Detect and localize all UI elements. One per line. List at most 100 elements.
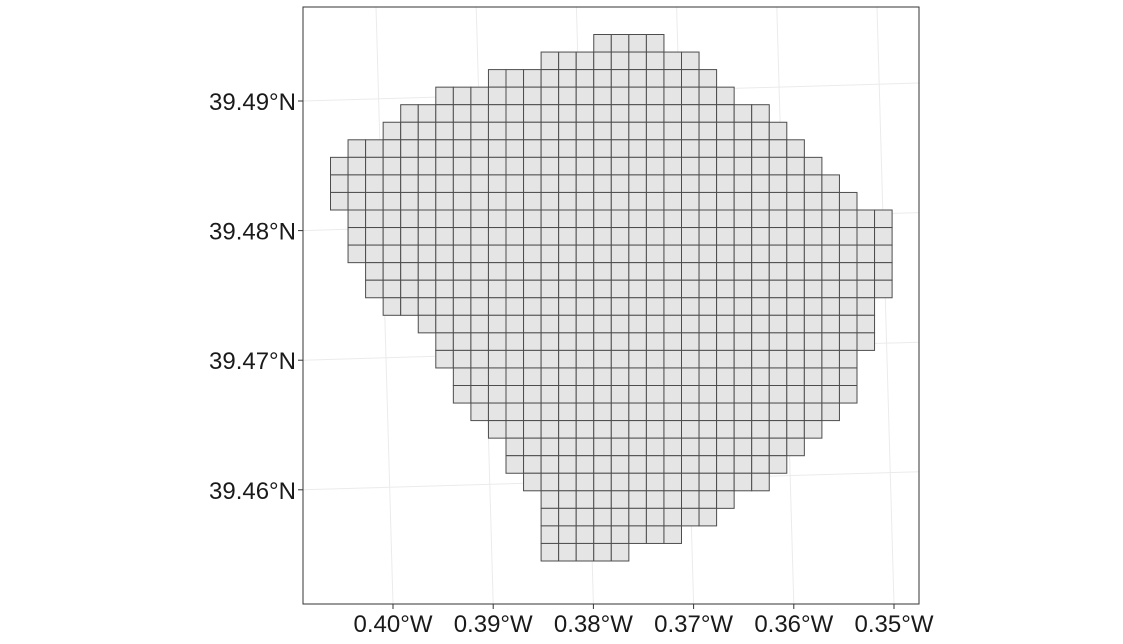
grid-cell — [400, 279, 419, 299]
grid-cell — [645, 69, 665, 88]
grid-cell — [628, 402, 647, 422]
grid-cell — [540, 420, 560, 439]
grid-cell — [645, 297, 665, 316]
grid-cell — [487, 209, 507, 229]
grid-cell — [487, 244, 507, 264]
grid-cell — [733, 262, 753, 281]
grid-cell — [487, 227, 507, 246]
grid-cell — [838, 297, 858, 316]
grid-cell — [751, 385, 770, 404]
grid-cell — [628, 349, 647, 369]
grid-cell — [856, 209, 876, 229]
grid-cell — [645, 227, 665, 246]
grid-cell — [452, 332, 472, 351]
grid-cell — [733, 367, 753, 387]
grid-cell — [681, 314, 700, 334]
grid-cell — [803, 402, 823, 422]
grid-cell — [610, 156, 630, 176]
grid-cell — [645, 51, 665, 71]
grid-cell — [698, 332, 718, 351]
grid-cell — [593, 297, 612, 316]
grid-cell — [470, 156, 489, 176]
grid-cell — [681, 455, 700, 474]
grid-cell — [751, 402, 770, 422]
grid-cell — [768, 209, 788, 229]
grid-cell — [610, 367, 630, 387]
grid-cell — [540, 51, 560, 71]
grid-cell — [610, 332, 630, 351]
grid-cell — [417, 227, 437, 246]
grid-cell — [470, 227, 489, 246]
grid-cell — [347, 209, 367, 229]
grid-cell — [681, 420, 700, 439]
grid-cell — [593, 86, 612, 106]
grid-cell — [645, 174, 665, 193]
grid-cell — [786, 191, 805, 211]
grid-cell — [610, 51, 630, 71]
grid-cell — [821, 367, 840, 387]
grid-cell — [803, 332, 823, 351]
grid-cell — [628, 34, 647, 53]
grid-cell — [681, 121, 700, 141]
grid-cell — [628, 209, 647, 229]
grid-cell — [628, 69, 647, 88]
grid-cell — [768, 332, 788, 351]
grid-cell — [698, 472, 718, 492]
grid-cell — [540, 104, 560, 123]
grid-cell — [575, 314, 595, 334]
grid-cell — [681, 507, 700, 527]
grid-cell — [540, 174, 560, 193]
grid-cell — [751, 314, 770, 334]
grid-cell — [751, 244, 770, 264]
grid-cell — [610, 402, 630, 422]
grid-cell — [698, 507, 718, 527]
grid-cell — [768, 174, 788, 193]
grid-cell — [768, 191, 788, 211]
y-tick-label: 39.48°N — [209, 219, 296, 246]
x-axis-labels: 0.40°W 0.39°W 0.38°W 0.37°W 0.36°W 0.35°W — [354, 604, 934, 638]
grid-cell — [681, 349, 700, 369]
grid-cell — [681, 139, 700, 158]
grid-cell — [628, 139, 647, 158]
grid-cell — [558, 209, 577, 229]
grid-cell — [733, 420, 753, 439]
grid-cell — [803, 385, 823, 404]
y-axis-labels: 39.49°N 39.48°N 39.47°N 39.46°N — [209, 89, 303, 505]
grid-cell — [435, 174, 454, 193]
grid-cell — [400, 139, 419, 158]
grid-cell — [874, 279, 893, 299]
grid-cell — [435, 227, 454, 246]
grid-cell — [417, 121, 437, 141]
grid-cell — [838, 227, 858, 246]
grid-cell — [558, 262, 577, 281]
grid-cell — [593, 367, 612, 387]
grid-cell — [751, 420, 770, 439]
grid-cell — [382, 297, 402, 316]
grid-cell — [593, 437, 612, 457]
grid-cell — [558, 51, 577, 71]
grid-cell — [663, 367, 683, 387]
grid-cell — [663, 297, 683, 316]
grid-cell — [751, 104, 770, 123]
grid-cell — [610, 139, 630, 158]
grid-cell — [575, 455, 595, 474]
grid-cell — [698, 191, 718, 211]
grid-cell — [470, 191, 489, 211]
grid-cell — [558, 437, 577, 457]
grid-cell — [540, 262, 560, 281]
grid-cell — [610, 349, 630, 369]
grid-cell — [593, 455, 612, 474]
grid-cell — [540, 121, 560, 141]
grid-cell — [786, 244, 805, 264]
grid-cell — [610, 490, 630, 509]
grid-cell — [487, 402, 507, 422]
grid-cell — [645, 86, 665, 106]
grid-cell — [523, 314, 542, 334]
grid-cell — [716, 490, 735, 509]
grid-cell — [470, 367, 489, 387]
grid-cell — [751, 437, 770, 457]
grid-cell — [803, 244, 823, 264]
grid-cell — [558, 455, 577, 474]
grid-cell — [628, 104, 647, 123]
grid-cell — [558, 367, 577, 387]
